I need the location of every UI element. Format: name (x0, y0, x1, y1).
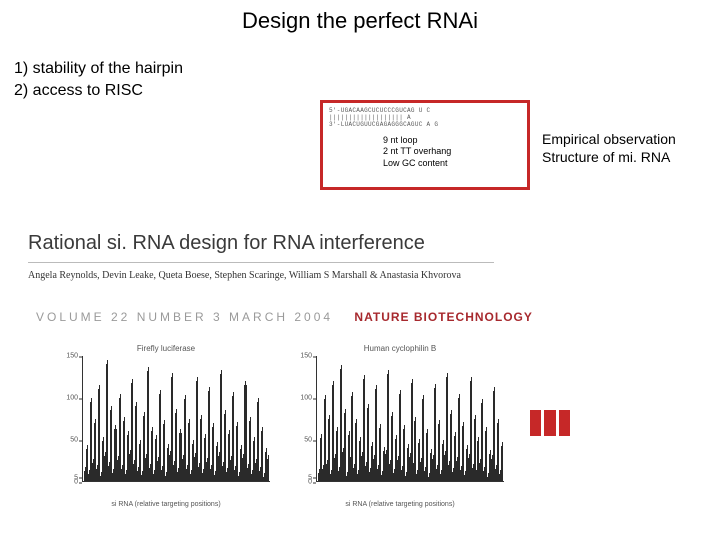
note-overhang: 2 nt TT overhang (383, 146, 527, 158)
ytick-label: 100 (66, 395, 78, 402)
x-axis-label: si RNA (relative targeting positions) (292, 501, 508, 508)
paper-authors: Angela Reynolds, Devin Leake, Queta Boes… (28, 270, 461, 281)
ytick-label: 100 (300, 395, 312, 402)
divider (28, 262, 494, 263)
accent-bar (530, 410, 541, 436)
bar (485, 431, 487, 481)
bar (163, 424, 165, 481)
paper-title: Rational si. RNA design for RNA interfer… (28, 232, 425, 255)
bar (106, 364, 108, 481)
seq-5prime: 5'-UGACAAGCUCUCCCGUCAG U C (329, 107, 521, 114)
ytick-label: 5 (74, 474, 78, 481)
bar (147, 371, 149, 481)
bar (135, 406, 137, 481)
chart-human-cyclophilin-b: Human cyclophilin B 0550100150 si RNA (r… (292, 342, 508, 510)
chart-title-right: Human cyclophilin B (292, 344, 508, 353)
bar (403, 429, 405, 481)
bar (208, 391, 210, 481)
chart-firefly-luciferase: Firefly luciferase 0550100150 si RNA (re… (58, 342, 274, 510)
bar (175, 413, 177, 481)
bar (159, 394, 161, 482)
bar (470, 381, 472, 481)
bar (426, 433, 428, 481)
bar (236, 426, 238, 481)
y-axis-ticks: 0550100150 (292, 356, 314, 482)
bar (501, 446, 503, 481)
ytick-label: 5 (308, 474, 312, 481)
slide-title: Design the perfect RNAi (0, 8, 720, 34)
bar (367, 408, 369, 481)
bar (438, 424, 440, 481)
journal-citation: VOLUME 22 NUMBER 3 MARCH 2004 NATURE BIO… (36, 310, 533, 324)
journal-name: NATURE BIOTECHNOLOGY (354, 310, 532, 324)
bar (249, 421, 251, 481)
empirical-observation: Empirical observation Structure of mi. R… (542, 130, 676, 166)
bar (399, 394, 401, 482)
bar (200, 419, 202, 482)
bar (212, 427, 214, 481)
point-1: 1) stability of the hairpin (14, 58, 183, 80)
note-gc: Low GC content (383, 158, 527, 170)
bar (474, 419, 476, 481)
empirical-line2: Structure of mi. RNA (542, 148, 676, 166)
ytick-label: 50 (304, 437, 312, 444)
bar (123, 421, 125, 481)
bar (355, 423, 357, 481)
bar (434, 388, 436, 481)
bar (493, 391, 495, 481)
bars-left (83, 356, 270, 481)
volume-issue-date: VOLUME 22 NUMBER 3 MARCH 2004 (36, 310, 333, 324)
bar (497, 423, 499, 481)
bar (244, 385, 246, 481)
bar (188, 423, 190, 481)
bar (462, 426, 464, 481)
seq-3prime: 3'-LUACUGUUCGAGAGGGCAGUC A G (329, 121, 521, 128)
bars-right (317, 356, 504, 481)
chart-title-left: Firefly luciferase (58, 344, 274, 353)
bar (391, 416, 393, 481)
bar (232, 396, 234, 481)
bar (257, 402, 259, 481)
design-points: 1) stability of the hairpin 2) access to… (14, 58, 183, 101)
hairpin-structure-box: 5'-UGACAAGCUCUCCCGUCAG U C |||||||||||||… (320, 100, 530, 190)
bar (422, 399, 424, 481)
x-axis-label: si RNA (relative targeting positions) (58, 501, 274, 508)
seq-pairs: ||||||||||||||||||| A (329, 114, 521, 121)
ytick-label: 50 (70, 437, 78, 444)
bar (220, 374, 222, 481)
charts-panel: Firefly luciferase 0550100150 si RNA (re… (58, 342, 510, 512)
bar (344, 413, 346, 481)
bar (375, 389, 377, 481)
plot-area-right (316, 356, 504, 482)
bar (379, 428, 381, 481)
plot-area-left (82, 356, 270, 482)
bar (261, 431, 263, 481)
red-accent-bars (530, 410, 570, 436)
bar (481, 403, 483, 481)
bar (458, 398, 460, 481)
bar (328, 419, 330, 482)
bar (110, 410, 112, 481)
bar (267, 459, 269, 482)
ytick-label: 150 (66, 353, 78, 360)
ytick-label: 150 (300, 353, 312, 360)
accent-bar (559, 410, 570, 436)
bar (98, 389, 100, 481)
empirical-line1: Empirical observation (542, 130, 676, 148)
hairpin-sequence: 5'-UGACAAGCUCUCCCGUCAG U C |||||||||||||… (323, 103, 527, 129)
bar (414, 421, 416, 481)
point-2: 2) access to RISC (14, 80, 183, 102)
hairpin-notes: 9 nt loop 2 nt TT overhang Low GC conten… (323, 129, 527, 170)
accent-bar (544, 410, 555, 436)
y-axis-ticks: 0550100150 (58, 356, 80, 482)
note-loop: 9 nt loop (383, 135, 527, 147)
